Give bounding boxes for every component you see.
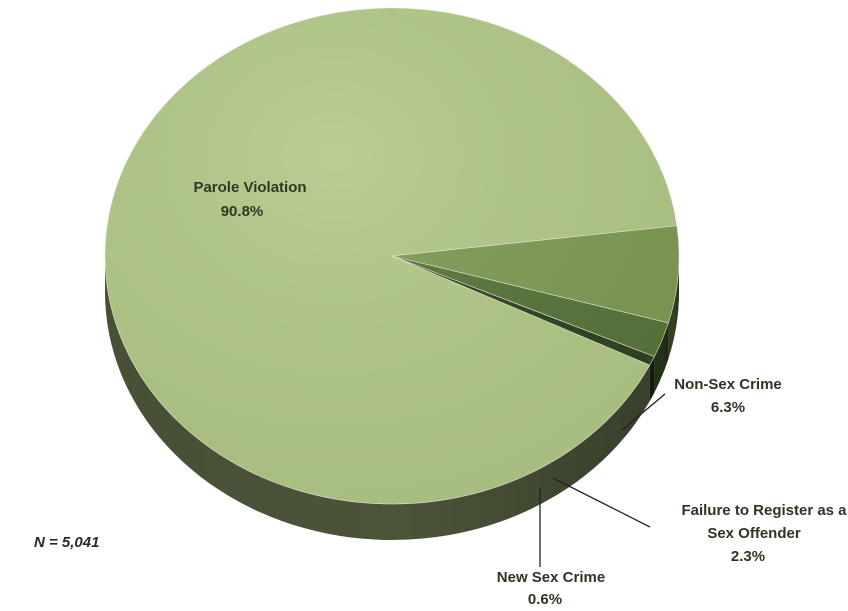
value-new-sex-crime: 0.6% xyxy=(528,591,562,608)
slice-side-shade-parole-violation xyxy=(105,256,650,540)
slice-side-shade-non-sex-crime xyxy=(668,256,679,359)
pie-top-gloss xyxy=(105,8,679,504)
label-failure-to-register-line2: Sex Offender xyxy=(707,525,801,542)
value-non-sex-crime: 6.3% xyxy=(711,399,745,416)
slice-side-shade-failure-to-register xyxy=(654,322,669,393)
label-non-sex-crime: Non-Sex Crime xyxy=(674,376,782,393)
sample-size-note: N = 5,041 xyxy=(34,534,100,551)
pie-side-walls xyxy=(105,256,679,540)
slice-side-shade-new-sex-crime xyxy=(649,356,655,402)
value-parole-violation: 90.8% xyxy=(221,203,264,220)
label-failure-to-register-line1: Failure to Register as a xyxy=(681,502,847,519)
pie-slices xyxy=(104,7,680,505)
leader-failure-to-register xyxy=(552,477,651,528)
label-parole-violation: Parole Violation xyxy=(193,179,306,196)
value-failure-to-register: 2.3% xyxy=(731,548,765,565)
leader-non-sex-crime xyxy=(621,393,666,431)
pie-labels: Parole Violation 90.8% Non-Sex Crime 6.3% Fa… xyxy=(193,179,847,608)
label-new-sex-crime: New Sex Crime xyxy=(497,569,605,586)
